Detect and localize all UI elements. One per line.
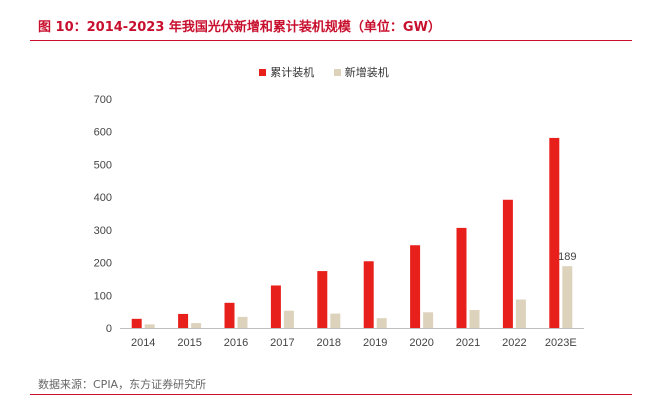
legend-item-new: 新增装机	[333, 64, 389, 80]
y-tick-label: 700	[94, 94, 112, 106]
y-tick-label: 200	[94, 258, 112, 270]
data-label: 189	[558, 251, 576, 263]
x-tick-label: 2020	[409, 337, 433, 349]
legend-label-cumulative: 累计装机	[270, 66, 315, 79]
bar-cumulative	[502, 199, 513, 328]
bar-new	[469, 310, 480, 328]
bar-cumulative	[317, 271, 328, 328]
bar-new	[283, 310, 294, 328]
x-tick-label: 2023E	[545, 337, 577, 349]
y-tick-label: 100	[94, 290, 112, 302]
bar-new	[144, 324, 155, 328]
bar-cumulative	[363, 261, 374, 328]
bar-new	[330, 313, 341, 328]
y-tick-label: 600	[94, 127, 112, 139]
bar-cumulative	[270, 285, 281, 328]
x-tick-label: 2015	[177, 337, 201, 349]
source-note: 数据来源：CPIA，东方证券研究所	[38, 378, 207, 391]
chart-legend: 累计装机 新增装机	[0, 64, 648, 80]
bar-cumulative	[224, 302, 235, 328]
title-divider	[30, 40, 632, 41]
bar-new	[515, 299, 526, 328]
footer-divider	[30, 394, 632, 395]
x-tick-label: 2016	[224, 337, 248, 349]
legend-item-cumulative: 累计装机	[259, 64, 314, 80]
bar-cumulative	[456, 227, 467, 328]
y-tick-label: 0	[106, 323, 112, 335]
bar-new	[191, 323, 202, 328]
legend-label-new: 新增装机	[344, 66, 389, 79]
bar-new	[376, 318, 387, 328]
x-tick-label: 2018	[317, 337, 341, 349]
x-tick-label: 2017	[270, 337, 294, 349]
legend-swatch-cumulative	[259, 68, 267, 76]
y-tick-label: 400	[94, 192, 112, 204]
bar-cumulative	[131, 318, 142, 328]
x-tick-label: 2014	[131, 337, 155, 349]
y-tick-label: 300	[94, 225, 112, 237]
bar-new	[237, 316, 248, 328]
bar-cumulative	[410, 245, 421, 328]
bar-cumulative	[549, 137, 560, 328]
x-tick-label: 2019	[363, 337, 387, 349]
x-tick-label: 2022	[502, 337, 526, 349]
bar-new	[562, 266, 573, 328]
x-tick-label: 2021	[456, 337, 480, 349]
figure-title: 图 10：2014-2023 年我国光伏新增和累计装机规模（单位：GW）	[38, 20, 441, 35]
bar-new	[423, 312, 434, 328]
y-tick-label: 500	[94, 159, 112, 171]
bar-cumulative	[178, 313, 189, 328]
legend-swatch-new	[333, 68, 341, 76]
